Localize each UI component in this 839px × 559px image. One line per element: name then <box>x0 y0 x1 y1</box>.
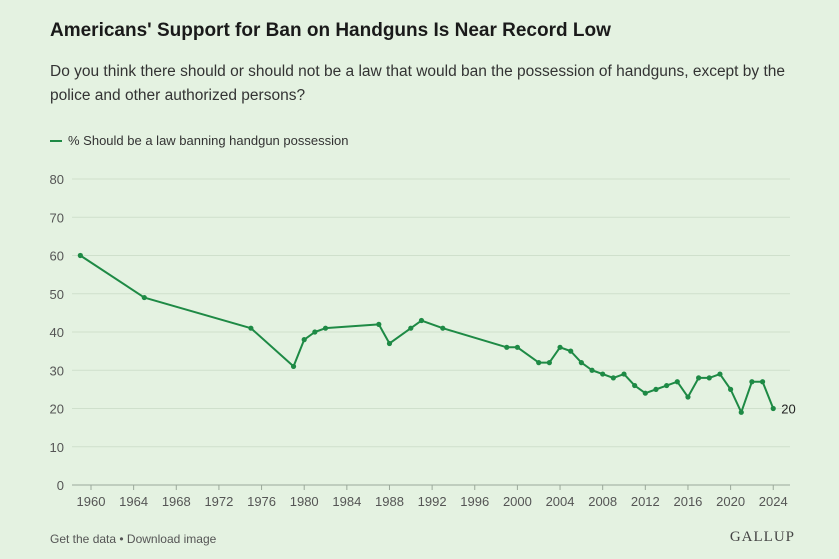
x-tick-label: 2012 <box>631 494 660 509</box>
x-tick-label: 1968 <box>162 494 191 509</box>
x-tick-label: 2008 <box>588 494 617 509</box>
y-tick-label: 30 <box>50 363 64 378</box>
data-point <box>440 325 446 331</box>
data-point <box>749 379 755 385</box>
x-tick-label: 1988 <box>375 494 404 509</box>
y-tick-label: 10 <box>50 440 64 455</box>
chart-title: Americans' Support for Ban on Handguns I… <box>50 20 611 41</box>
data-point <box>674 379 680 385</box>
y-tick-label: 80 <box>50 172 64 187</box>
x-tick-label: 1960 <box>77 494 106 509</box>
download-image-link[interactable]: Download image <box>126 532 217 546</box>
data-point <box>600 371 606 377</box>
data-point <box>514 344 521 350</box>
data-point <box>312 329 318 335</box>
data-point <box>386 340 393 347</box>
legend-swatch <box>50 139 62 142</box>
x-tick-label: 2020 <box>716 494 745 509</box>
x-tick-label: 2000 <box>503 494 532 509</box>
data-point <box>290 363 297 370</box>
data-point <box>418 317 425 324</box>
data-point <box>504 344 510 350</box>
data-point <box>546 360 552 366</box>
data-point <box>706 375 712 381</box>
x-tick-label: 1992 <box>418 494 447 509</box>
data-point <box>770 405 776 412</box>
y-tick-label: 60 <box>50 249 64 264</box>
data-point <box>621 371 627 377</box>
footer: Get the data • Download image <box>50 532 216 546</box>
chart-subtitle: Do you think there should or should not … <box>50 63 786 104</box>
x-tick-label: 1964 <box>119 494 148 509</box>
data-point <box>557 344 563 350</box>
data-point <box>248 325 254 331</box>
data-point <box>632 382 638 389</box>
x-tick-label: 1984 <box>332 494 361 509</box>
get-data-link[interactable]: Get the data <box>50 532 117 546</box>
y-tick-label: 70 <box>50 210 64 225</box>
series-line <box>79 254 775 414</box>
data-point <box>322 325 329 331</box>
data-point <box>568 348 574 354</box>
data-point <box>408 325 414 331</box>
data-point <box>578 360 584 366</box>
data-point <box>738 409 744 415</box>
data-point <box>589 367 595 373</box>
data-point <box>642 390 648 396</box>
legend: % Should be a law banning handgun posses… <box>50 133 348 148</box>
x-tick-label: 2024 <box>759 494 788 509</box>
data-point <box>728 386 734 392</box>
x-tick-label: 1996 <box>460 494 489 509</box>
gallup-logo: GALLUP <box>729 529 795 545</box>
data-point <box>664 382 670 389</box>
data-point <box>759 379 766 385</box>
x-tick-label: 1976 <box>247 494 276 509</box>
x-tick-label: 1980 <box>290 494 319 509</box>
footer-separator: • <box>116 532 127 546</box>
end-data-label: 20 <box>781 402 795 417</box>
data-point <box>696 375 702 381</box>
x-tick-label: 2004 <box>546 494 575 509</box>
data-point <box>717 371 723 377</box>
data-point <box>653 386 659 392</box>
legend-label: % Should be a law banning handgun posses… <box>68 133 349 148</box>
y-tick-label: 20 <box>50 402 64 417</box>
data-point <box>141 294 147 301</box>
data-point <box>685 394 691 400</box>
y-tick-label: 40 <box>50 325 64 340</box>
data-point <box>301 337 307 343</box>
y-tick-label: 50 <box>50 287 64 302</box>
data-point <box>376 321 382 327</box>
x-tick-label: 2016 <box>673 494 702 509</box>
y-tick-label: 0 <box>57 478 64 493</box>
x-tick-label: 1972 <box>204 494 233 509</box>
data-point <box>77 252 83 259</box>
data-point <box>610 375 616 381</box>
data-point <box>536 360 542 366</box>
